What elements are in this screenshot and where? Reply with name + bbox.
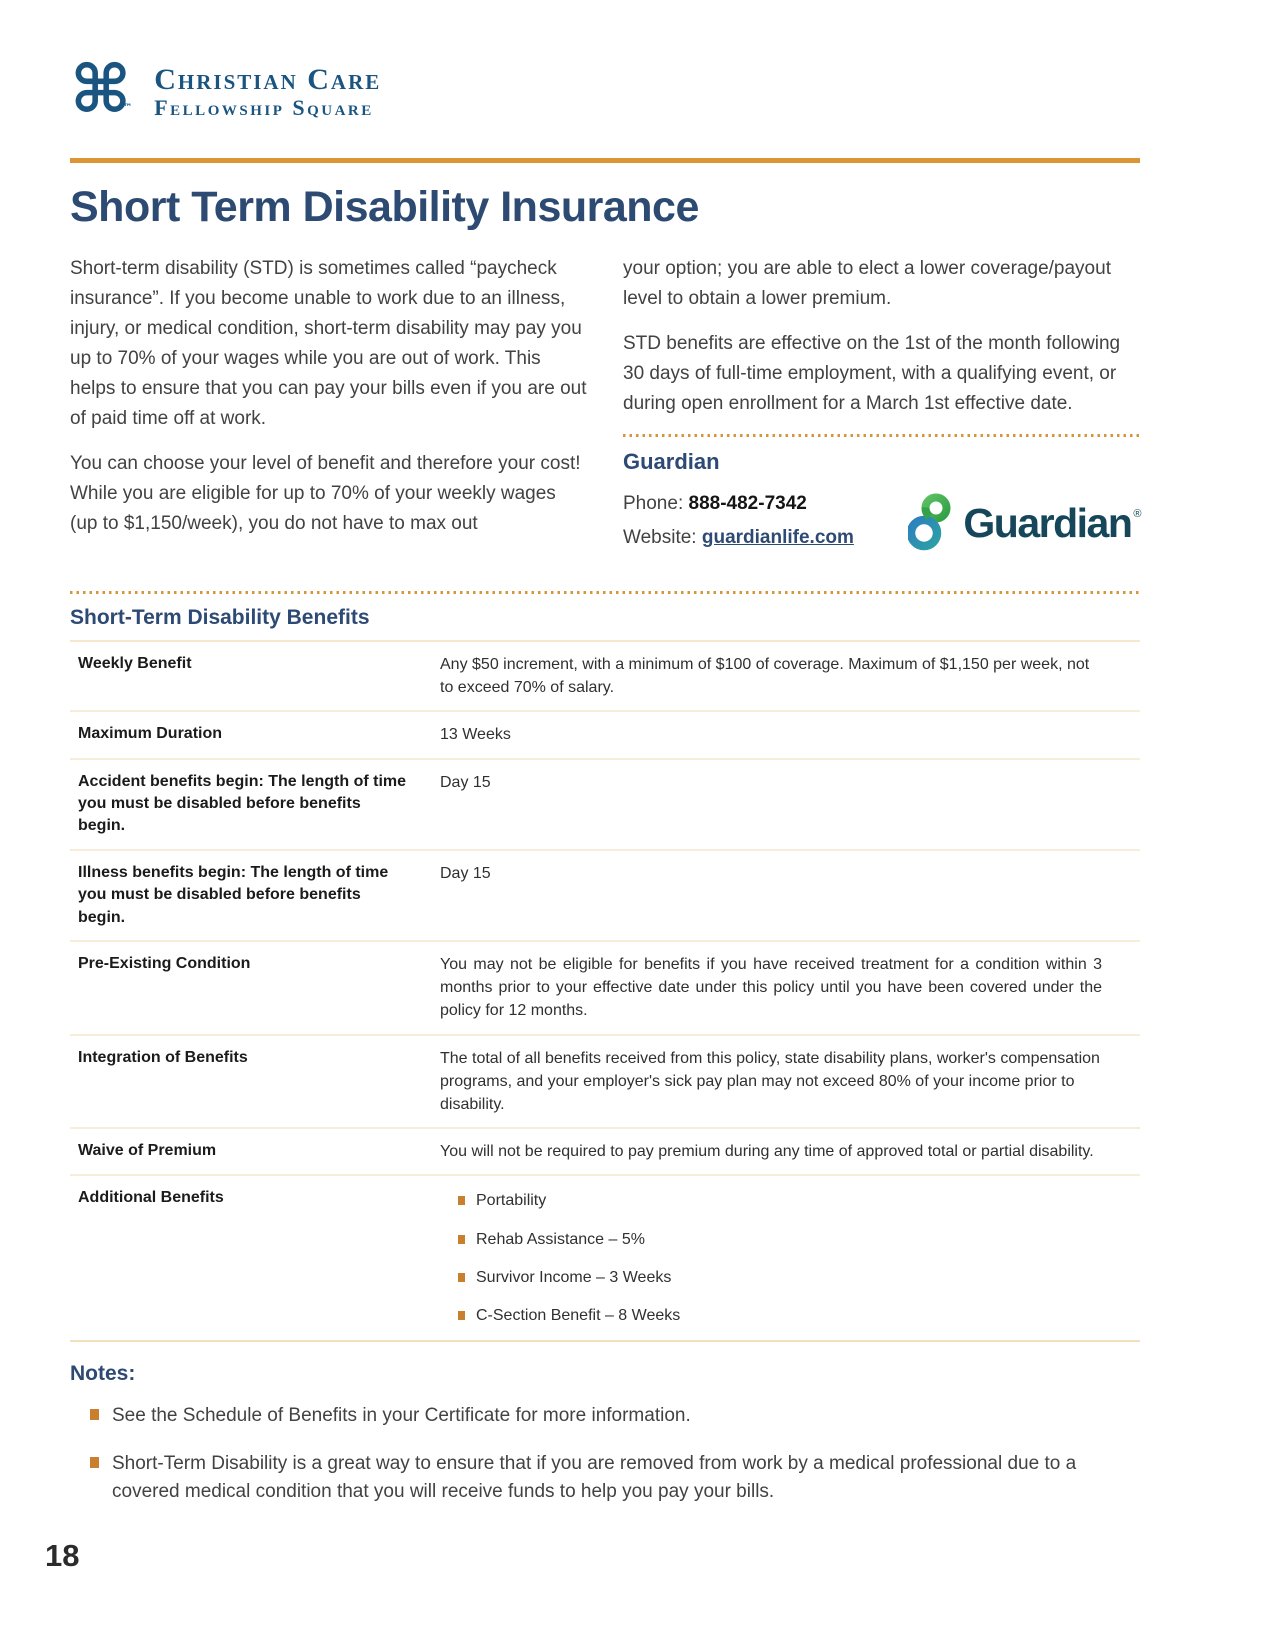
table-row: Weekly Benefit Any $50 increment, with a… — [70, 642, 1140, 710]
benefit-row-label: Illness benefits begin: The length of ti… — [78, 863, 389, 926]
website-label: Website: — [623, 527, 697, 549]
phone-number: 888-482-7342 — [688, 493, 807, 515]
trademark-symbol: ™ — [123, 103, 133, 113]
dotted-divider — [623, 434, 1140, 438]
benefit-row-label: Accident benefits begin: The length of t… — [78, 772, 407, 835]
additional-benefit-text: Survivor Income – 3 Weeks — [476, 1268, 672, 1286]
additional-benefit-item: C-Section Benefit – 8 Weeks — [458, 1304, 1102, 1327]
provider-contact-row: Phone: 888-482-7342 Website: guardianlif… — [623, 489, 1141, 557]
table-row: Pre-Existing Condition You may not be el… — [70, 940, 1140, 1034]
intro-paragraph: You can choose your level of benefit and… — [70, 453, 581, 535]
benefit-row-value: Portability Rehab Assistance – 5% Survivor… — [440, 1187, 1102, 1329]
benefit-row-value: You may not be eligible for benefits if … — [440, 956, 1102, 1020]
org-name-line2: Fellowship Square — [154, 95, 374, 121]
benefit-row-value: Day 15 — [440, 864, 491, 882]
dotted-divider-full — [70, 591, 1140, 595]
benefit-row-label: Additional Benefits — [78, 1189, 224, 1207]
additional-benefit-text: C-Section Benefit – 8 Weeks — [476, 1306, 681, 1324]
benefit-row-label: Weekly Benefit — [78, 655, 192, 673]
intro-left-column: Short-term disability (STD) is sometimes… — [70, 254, 587, 557]
intro-right-column: your option; you are able to elect a low… — [623, 254, 1141, 557]
square-bullet-icon — [458, 1234, 465, 1244]
additional-benefit-item: Survivor Income – 3 Weeks — [458, 1266, 1102, 1289]
square-bullet-icon — [458, 1196, 465, 1206]
guardian-logo-icon — [908, 493, 951, 551]
note-item: See the Schedule of Benefits in your Cer… — [90, 1402, 1140, 1431]
celtic-knot-logo-icon: ⌘™ — [70, 51, 133, 128]
square-bullet-icon — [90, 1409, 99, 1421]
benefits-table: Weekly Benefit Any $50 increment, with a… — [70, 640, 1140, 1343]
provider-contact-block: Phone: 888-482-7342 Website: guardianlif… — [623, 489, 854, 557]
notes-heading: Notes: — [70, 1362, 136, 1386]
table-row: Additional Benefits Portability Rehab Ass… — [70, 1174, 1140, 1340]
intro-columns: Short-term disability (STD) is sometimes… — [70, 254, 1141, 557]
table-row: Maximum Duration 13 Weeks — [70, 710, 1140, 757]
guardian-wordmark: Guardian ® — [963, 499, 1141, 546]
org-name-line1: Christian Care — [154, 62, 382, 96]
page-title: Short Term Disability Insurance — [70, 183, 699, 231]
benefit-row-value: You will not be required to pay premium … — [440, 1143, 1094, 1161]
table-row: Integration of Benefits The total of all… — [70, 1033, 1140, 1128]
brand-wordmark: Christian Care Fellowship Square — [154, 64, 381, 121]
table-row: Waive of Premium You will not be require… — [70, 1127, 1140, 1174]
intro-paragraph: STD benefits are effective on the 1st of… — [623, 333, 1121, 415]
benefit-row-value: Day 15 — [440, 773, 491, 791]
square-bullet-icon — [458, 1310, 465, 1320]
notes-section: Notes: See the Schedule of Benefits in y… — [70, 1362, 1140, 1507]
note-item: Short-Term Disability is a great way to … — [90, 1450, 1140, 1507]
table-row: Illness benefits begin: The length of ti… — [70, 848, 1140, 940]
additional-benefit-item: Rehab Assistance – 5% — [458, 1228, 1102, 1251]
benefit-row-label: Pre-Existing Condition — [78, 955, 251, 973]
website-link[interactable]: guardianlife.com — [701, 527, 854, 549]
website-line: Website: guardianlife.com — [623, 523, 854, 553]
benefit-row-label: Integration of Benefits — [78, 1048, 248, 1066]
phone-line: Phone: 888-482-7342 — [623, 489, 854, 519]
note-text: See the Schedule of Benefits in your Cer… — [112, 1405, 691, 1427]
table-row: Accident benefits begin: The length of t… — [70, 757, 1140, 849]
additional-benefit-text: Rehab Assistance – 5% — [476, 1230, 645, 1248]
benefit-row-label: Waive of Premium — [78, 1142, 217, 1160]
additional-benefit-item: Portability — [458, 1189, 1102, 1212]
square-bullet-icon — [458, 1272, 465, 1282]
phone-label: Phone: — [623, 493, 684, 515]
orange-rule — [70, 158, 1140, 163]
benefit-row-label: Maximum Duration — [78, 725, 223, 743]
brand-header: ⌘™ Christian Care Fellowship Square — [70, 52, 1140, 132]
benefit-row-value: 13 Weeks — [440, 726, 511, 744]
note-text: Short-Term Disability is a great way to … — [112, 1452, 1077, 1503]
guardian-logo: Guardian ® — [908, 493, 1141, 553]
benefit-row-value: The total of all benefits received from … — [440, 1049, 1100, 1113]
additional-benefit-text: Portability — [476, 1192, 547, 1210]
intro-paragraph: Short-term disability (STD) is sometimes… — [70, 258, 587, 430]
page-number: 18 — [45, 1538, 80, 1573]
notes-list: See the Schedule of Benefits in your Cer… — [70, 1402, 1140, 1507]
benefits-section-heading: Short-Term Disability Benefits — [70, 606, 370, 630]
registered-symbol: ® — [1133, 507, 1141, 520]
benefit-row-value: Any $50 increment, with a minimum of $10… — [440, 656, 1090, 697]
provider-heading: Guardian — [623, 449, 720, 475]
intro-paragraph: your option; you are able to elect a low… — [623, 258, 1111, 310]
square-bullet-icon — [90, 1456, 99, 1468]
